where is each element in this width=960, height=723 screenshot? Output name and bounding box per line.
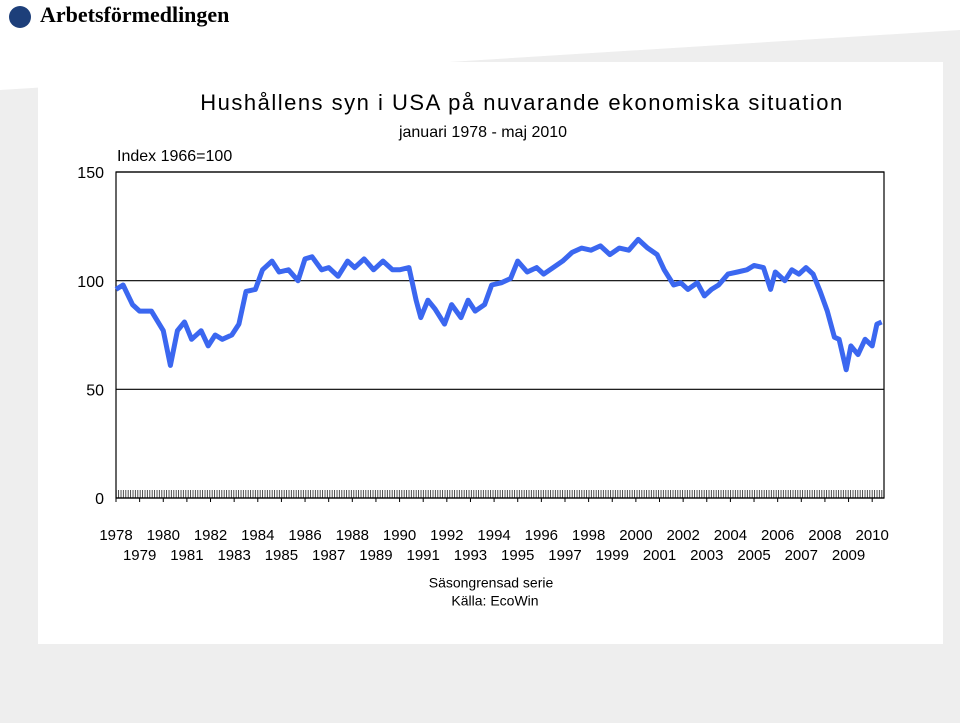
x-tick-label: 1998: [572, 527, 605, 544]
x-tick-label: 1996: [525, 527, 558, 544]
x-tick-label: 1985: [265, 547, 298, 564]
x-tick-label: 2004: [714, 527, 747, 544]
note: Källa: EcoWin: [451, 593, 538, 609]
x-tick-label: 2006: [761, 527, 794, 544]
x-tick-label: 2008: [808, 527, 841, 544]
y-tick-label: 150: [77, 165, 104, 182]
x-tick-label: 1995: [501, 547, 534, 564]
x-tick-label: 2002: [666, 527, 699, 544]
data-line: [114, 236, 883, 373]
x-tick-label: 1980: [147, 527, 180, 544]
x-tick-label: 2009: [832, 547, 865, 564]
x-tick-label: 1986: [288, 527, 321, 544]
y-tick-label: 0: [95, 491, 104, 508]
x-tick-label: 2007: [785, 547, 818, 564]
x-tick-label: 2000: [619, 527, 652, 544]
y-tick-label: 50: [86, 383, 104, 400]
logo-mark: [9, 6, 31, 28]
chart-title: Hushållens syn i USA på nuvarande ekonom…: [200, 90, 844, 115]
x-tick-label: 1983: [217, 547, 250, 564]
x-tick-label: 1982: [194, 527, 227, 544]
x-tick-label: 2010: [855, 527, 888, 544]
chart-subtitle: januari 1978 - maj 2010: [398, 124, 567, 141]
x-tick-label: 1984: [241, 527, 274, 544]
x-minor-ticks: [116, 490, 884, 498]
slide: [38, 62, 943, 644]
x-tick-label: 1991: [407, 547, 440, 564]
x-tick-label: 1997: [548, 547, 581, 564]
y-axis-label: Index 1966=100: [117, 148, 232, 165]
x-tick-label: 1990: [383, 527, 416, 544]
x-tick-label: 2001: [643, 547, 676, 564]
x-tick-label: 1979: [123, 547, 156, 564]
y-tick-label: 100: [77, 274, 104, 291]
x-tick-label: 1988: [336, 527, 369, 544]
x-tick-label: 2003: [690, 547, 723, 564]
x-tick-label: 1994: [477, 527, 510, 544]
x-tick-label: 1992: [430, 527, 463, 544]
brand: Arbetsförmedlingen: [40, 2, 229, 27]
x-tick-label: 1981: [170, 547, 203, 564]
note: Säsongrensad serie: [429, 575, 554, 591]
x-tick-label: 1978: [99, 527, 132, 544]
x-tick-label: 1993: [454, 547, 487, 564]
x-tick-label: 1999: [596, 547, 629, 564]
x-tick-label: 2005: [737, 547, 770, 564]
x-tick-label: 1989: [359, 547, 392, 564]
x-tick-label: 1987: [312, 547, 345, 564]
